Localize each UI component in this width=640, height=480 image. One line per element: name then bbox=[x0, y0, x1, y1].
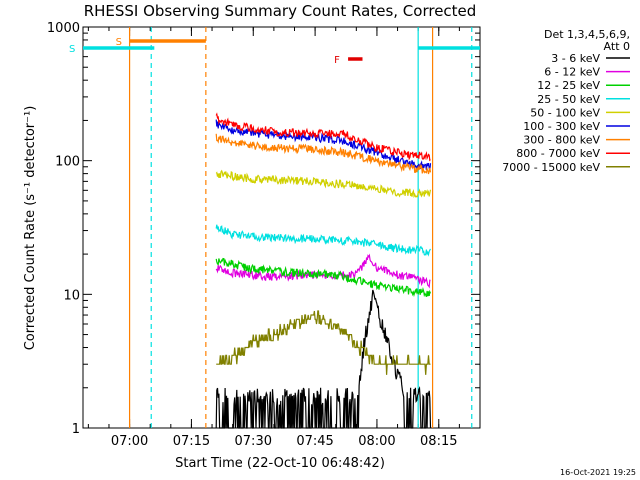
x-tick-label: 07:15 bbox=[173, 434, 210, 449]
series-line bbox=[215, 253, 431, 289]
legend-entry-label: 6 - 12 keV bbox=[544, 66, 600, 79]
series-line bbox=[215, 133, 432, 175]
flag-bar-label: S bbox=[116, 37, 122, 48]
series-line bbox=[215, 224, 432, 257]
y-tick-label: 1000 bbox=[47, 21, 80, 36]
series-line bbox=[215, 169, 432, 199]
plot-frame bbox=[82, 26, 481, 429]
flag-bar-label: S bbox=[69, 44, 75, 55]
x-tick-label: 08:00 bbox=[358, 434, 395, 449]
x-tick-label: 08:15 bbox=[420, 434, 457, 449]
plot-area: 1 10 100 1000 07:00 07:15 07:30 07:45 08:00 08:15… bbox=[47, 21, 481, 449]
legend-header: Att 0 bbox=[604, 40, 630, 53]
legend-entry-label: 100 - 300 keV bbox=[523, 120, 600, 133]
legend-header: Det 1,3,4,5,6,9, bbox=[544, 28, 630, 41]
y-tick-label: 1 bbox=[72, 422, 80, 437]
plot-timestamp: 16-Oct-2021 19:25 bbox=[560, 468, 636, 477]
chart-title: RHESSI Observing Summary Count Rates, Co… bbox=[84, 2, 477, 20]
x-tick-label: 07:30 bbox=[235, 434, 272, 449]
series-line bbox=[215, 257, 432, 298]
legend-entry-label: 800 - 7000 keV bbox=[516, 147, 600, 160]
x-tick-label: 07:00 bbox=[111, 434, 148, 449]
legend-entry-label: 50 - 100 keV bbox=[530, 106, 600, 119]
legend-entry-label: 12 - 25 keV bbox=[537, 79, 600, 92]
x-axis-label: Start Time (22-Oct-10 06:48:42) bbox=[175, 456, 385, 471]
legend-entry-label: 300 - 800 keV bbox=[523, 134, 600, 147]
x-tick-label: 07:45 bbox=[296, 434, 333, 449]
y-tick-label: 10 bbox=[63, 288, 80, 303]
series-line bbox=[216, 310, 431, 375]
legend-entry-label: 25 - 50 keV bbox=[537, 93, 600, 106]
series-line bbox=[215, 112, 431, 162]
flag-bar-label: F bbox=[334, 55, 340, 66]
series-line bbox=[215, 289, 432, 429]
legend-entry-label: 3 - 6 keV bbox=[551, 52, 600, 65]
legend-entry-label: 7000 - 15000 keV bbox=[502, 161, 600, 174]
y-axis-label: Corrected Count Rate (s⁻¹ detector⁻¹) bbox=[23, 106, 38, 351]
y-tick-label: 100 bbox=[55, 155, 80, 170]
